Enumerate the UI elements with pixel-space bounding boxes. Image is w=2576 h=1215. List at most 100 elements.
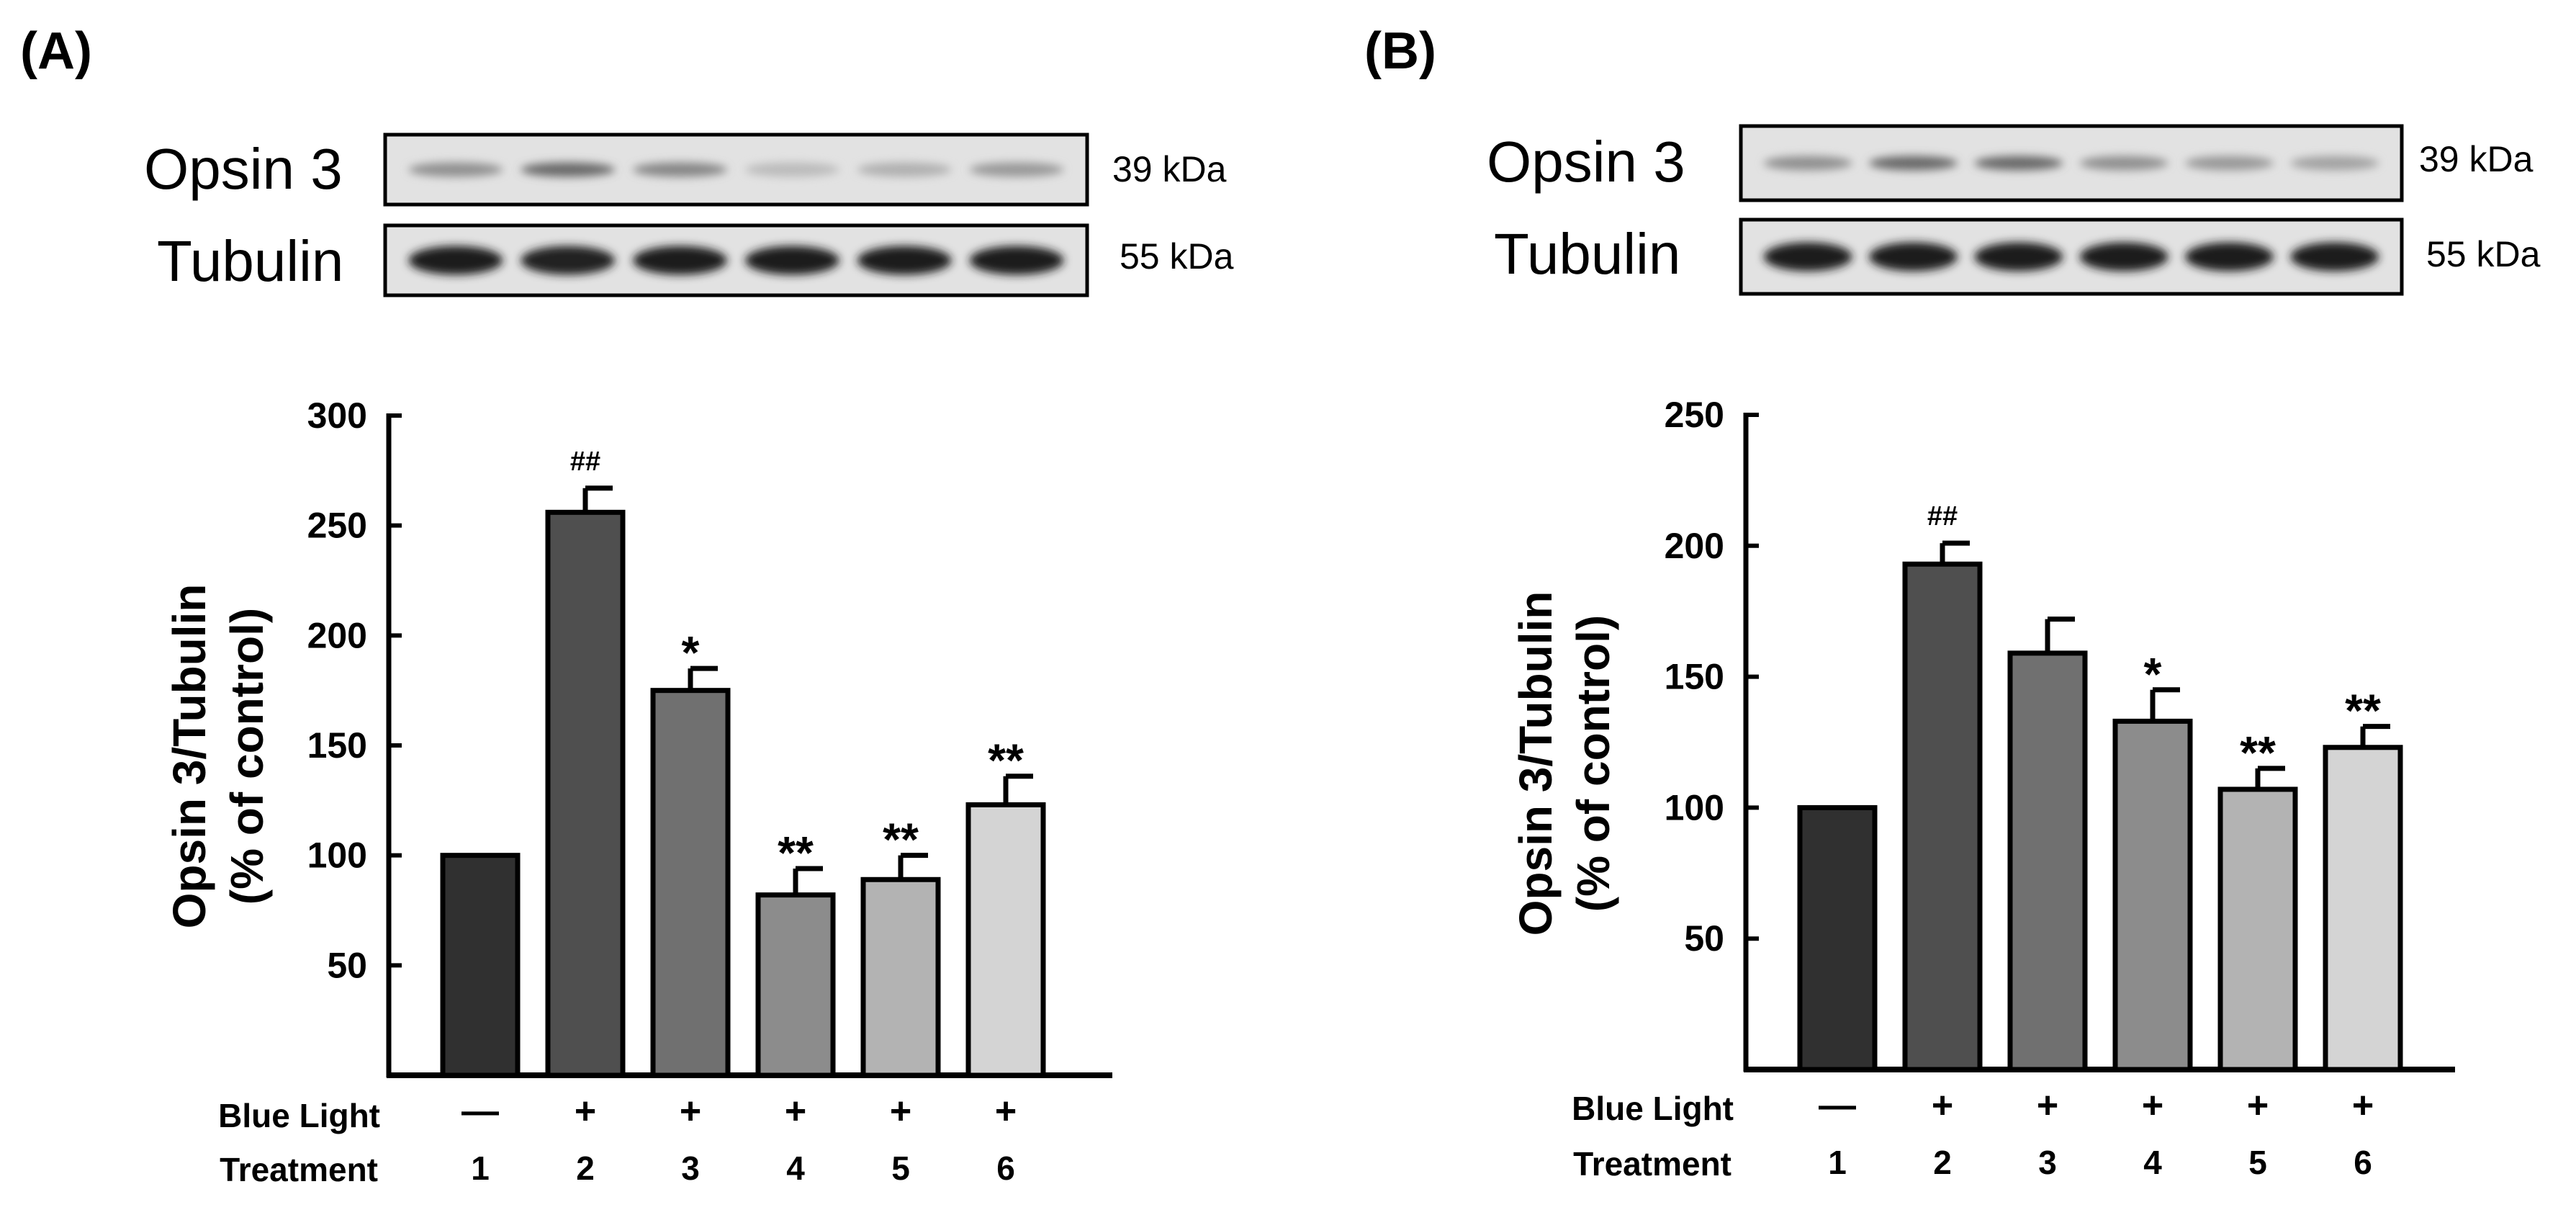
chart-b-treatment-2: 2 [1933,1144,1952,1181]
panel-a-xrows: Blue Light Treatment [218,1097,380,1188]
chart-b: Opsin 3/Tubulin (% of control) 50 100 150 2… [1510,395,2455,1181]
chart-a-bar-4 [755,892,836,1078]
chart-a-bar-1 [440,853,521,1078]
chart-a-bluelight-2: + [575,1090,596,1132]
blot-b-tubulin-label: Tubulin [1494,222,1680,286]
blot-a-tubulin-bands [408,246,1064,275]
blot-a-tubulin-mw: 55 kDa [1120,236,1234,277]
chart-a-treatment-3: 3 [681,1149,700,1187]
chart-b-bluelight-label: Blue Light [1572,1090,1734,1127]
chart-a-significance-5: ** [883,814,919,866]
chart-b-ytick-label-250: 250 [1665,395,1724,435]
chart-a-ytick-label-300: 300 [307,395,367,436]
chart-b-bluelight-6: + [2352,1085,2374,1126]
chart-a-bar-2 [545,509,626,1078]
blot-a-tubulin-band-2 [521,246,616,275]
blot-b-opsin-band-4 [2079,156,2169,171]
chart-b-ytick-label-200: 200 [1665,526,1724,566]
chart-a-treatment-1: 1 [471,1149,490,1187]
blot-b-opsin-band-1 [1763,156,1852,171]
blot-a-tubulin-band-3 [633,246,728,275]
panel-b-label: (B) [1364,22,1436,80]
chart-b-bluelight-4: + [2142,1085,2163,1126]
panel-b-xrows: Blue Light Treatment [1572,1090,1734,1183]
chart-a-ylabel-line2: (% of control) [221,608,273,905]
blot-a-opsin-band-6 [969,162,1064,177]
blot-a-tubulin-band-5 [857,246,952,275]
blot-b-tubulin-band-4 [2079,242,2169,272]
blot-b-tubulin-bands [1763,242,2379,272]
chart-b-bluelight-1: — [1819,1085,1856,1126]
chart-a-bluelight-1: — [461,1090,499,1132]
blot-a-tubulin-band-4 [744,246,839,275]
panel-b: (B) Opsin 3 Tubulin 39 kDa 55 kDa Opsin … [1364,22,2541,1183]
chart-a-treatment-4: 4 [786,1149,805,1187]
blot-b-opsin-band-5 [2185,156,2274,171]
chart-b-bar-3 [2007,650,2088,1072]
blot-a-tubulin-label: Tubulin [157,229,343,293]
chart-a: Opsin 3/Tubulin (% of control) 50 100 150 2… [163,395,1112,1187]
chart-a-treatment-label: Treatment [220,1151,378,1188]
blot-a-opsin-band-3 [633,162,728,177]
blot-b-opsin-band-3 [1974,156,2063,171]
chart-b-treatment-1: 1 [1828,1144,1847,1181]
panel-a-label: (A) [20,22,92,80]
blot-b-opsin-band-6 [2290,156,2379,171]
chart-a-bar-5 [860,876,941,1078]
blot-a-opsin-band-5 [857,162,952,177]
chart-b-bar-1 [1797,804,1878,1072]
chart-b-bar-6 [2323,745,2403,1072]
chart-a-ytick-label-50: 50 [327,945,367,985]
blot-b-opsin-bands [1763,156,2379,171]
chart-b-treatment-5: 5 [2248,1144,2267,1181]
chart-a-ytick-label-100: 100 [307,835,367,876]
chart-b-treatment-4: 4 [2143,1144,2162,1181]
blot-b-tubulin-mw: 55 kDa [2426,234,2541,274]
blot-a-tubulin-band-6 [969,246,1064,275]
chart-a-bluelight-label: Blue Light [218,1097,380,1134]
chart-b-bar-4 [2112,718,2193,1072]
chart-a-ytick-label-250: 250 [307,506,367,546]
chart-b-significance-2: ## [1927,501,1958,532]
chart-b-significance-5: ** [2240,727,2276,779]
chart-a-bluelight-6: + [995,1090,1017,1132]
chart-b-ytick-label-100: 100 [1665,787,1724,828]
chart-b-bluelight-5: + [2247,1085,2269,1126]
chart-b-ylabel-line1: Opsin 3/Tubulin [1510,591,1562,936]
chart-b-treatment-label: Treatment [1573,1145,1731,1183]
blot-b-opsin-label: Opsin 3 [1487,130,1685,194]
panel-b-blot: Opsin 3 Tubulin 39 kDa 55 kDa [1487,124,2541,296]
chart-a-ytick-label-150: 150 [307,725,367,766]
blot-b-tubulin-band-1 [1763,242,1852,272]
chart-b-significance-6: ** [2345,685,2381,737]
chart-a-bar-3 [650,688,731,1078]
blot-b-tubulin-band-2 [1869,242,1958,272]
chart-b-ylabel-line2: (% of control) [1567,615,1619,912]
chart-a-significance-4: ** [778,827,814,879]
blot-b-tubulin-band-3 [1974,242,2063,272]
chart-b-treatment-6: 6 [2354,1144,2372,1181]
blot-b-opsin-mw: 39 kDa [2419,139,2534,179]
chart-b-bar-2 [1902,561,1983,1072]
blot-b-tubulin-band-6 [2290,242,2379,272]
chart-a-ytick-label-200: 200 [307,615,367,655]
blot-b-tubulin-band-5 [2185,242,2274,272]
chart-a-bluelight-3: + [680,1090,701,1132]
chart-a-bluelight-5: + [890,1090,911,1132]
chart-a-treatment-2: 2 [576,1149,595,1187]
blot-a-opsin-bands [408,162,1064,177]
blot-a-opsin-band-2 [521,162,616,177]
chart-a-bar-6 [965,802,1046,1078]
chart-a-bluelight-4: + [785,1090,806,1132]
blot-a-opsin-band-1 [408,162,503,177]
chart-b-bluelight-2: + [1932,1085,1953,1126]
blot-a-opsin-band-4 [744,162,839,177]
chart-a-ylabel-line1: Opsin 3/Tubulin [163,584,215,929]
chart-b-ytick-label-150: 150 [1665,657,1724,697]
panel-a: (A) Opsin 3 Tubulin 39 kDa 55 kDa Opsin … [20,22,1234,1188]
blot-a-opsin-mw: 39 kDa [1112,149,1227,189]
chart-a-significance-2: ## [570,447,600,477]
blot-a-opsin-label: Opsin 3 [144,137,343,201]
